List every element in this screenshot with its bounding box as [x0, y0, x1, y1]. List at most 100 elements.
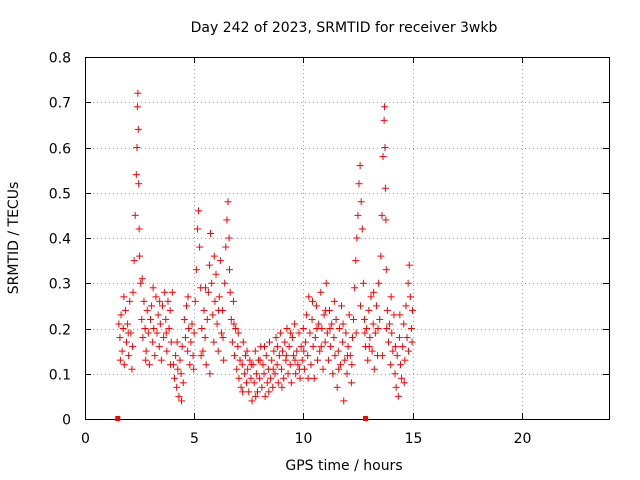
- data-point: [283, 325, 291, 332]
- data-point: [269, 365, 277, 373]
- data-point: [378, 352, 386, 360]
- data-point: [305, 293, 313, 301]
- data-point: [262, 352, 270, 360]
- data-point: [247, 374, 255, 382]
- data-point: [261, 392, 269, 400]
- data-point: [268, 356, 276, 364]
- data-point: [211, 297, 219, 305]
- data-point: [185, 325, 193, 332]
- data-point: [157, 356, 165, 364]
- data-point: [375, 279, 383, 287]
- data-point: [238, 361, 246, 369]
- data-point: [354, 211, 362, 219]
- data-point: [209, 311, 217, 319]
- x-tick-labels: 0 5 10 15 20: [81, 431, 531, 447]
- data-point: [243, 347, 251, 355]
- data-point: [348, 361, 356, 369]
- data-point: [341, 356, 349, 364]
- data-point: [121, 306, 129, 314]
- data-point: [287, 379, 295, 387]
- data-point: [280, 374, 288, 382]
- data-point: [386, 320, 394, 328]
- data-point: [359, 279, 367, 287]
- data-point: [171, 374, 179, 382]
- data-point: [303, 311, 311, 319]
- data-point: [126, 297, 134, 305]
- data-point: [360, 315, 368, 323]
- data-point: [156, 297, 164, 305]
- data-point: [184, 293, 192, 301]
- data-point: [313, 325, 321, 332]
- data-point: [402, 302, 410, 310]
- data-points: [115, 89, 416, 421]
- data-point: [259, 361, 267, 369]
- data-point: [155, 343, 163, 351]
- data-point: [370, 365, 378, 373]
- data-point: [334, 347, 342, 355]
- data-point: [292, 370, 300, 378]
- x-tick-label: 10: [295, 431, 313, 447]
- data-point: [200, 306, 208, 314]
- data-point: [201, 334, 209, 342]
- data-point: [190, 329, 198, 337]
- data-point: [357, 198, 365, 206]
- data-point: [205, 261, 213, 269]
- data-point: [212, 270, 220, 278]
- data-point: [332, 315, 340, 323]
- data-point-zero: [363, 416, 369, 421]
- data-point: [351, 284, 359, 292]
- data-point: [353, 234, 361, 242]
- data-point: [302, 338, 310, 346]
- data-point: [117, 311, 125, 319]
- data-point: [184, 347, 192, 355]
- data-point: [178, 397, 186, 405]
- data-point: [217, 329, 225, 337]
- data-point: [328, 320, 336, 328]
- data-point: [307, 361, 315, 369]
- data-point: [136, 252, 144, 260]
- data-point: [220, 356, 228, 364]
- chart-title: Day 242 of 2023, SRMTID for receiver 3wk…: [191, 20, 498, 36]
- x-tick-label: 5: [190, 431, 199, 447]
- data-point: [142, 347, 150, 355]
- y-tick-label: 0.1: [49, 368, 71, 384]
- data-point: [181, 334, 189, 342]
- data-point: [381, 103, 389, 111]
- data-point: [399, 343, 407, 351]
- data-point: [175, 392, 183, 400]
- data-point: [365, 343, 373, 351]
- data-point: [278, 383, 286, 391]
- data-point: [408, 338, 416, 346]
- data-point: [138, 275, 146, 283]
- data-point: [315, 320, 323, 328]
- data-point: [244, 365, 252, 373]
- x-axis-label: GPS time / hours: [285, 458, 402, 474]
- data-point: [291, 356, 299, 364]
- data-point: [358, 225, 366, 233]
- data-point: [134, 125, 142, 133]
- data-point: [130, 257, 138, 265]
- data-point: [274, 343, 282, 351]
- data-point: [221, 279, 229, 287]
- data-point: [241, 352, 249, 360]
- data-point: [317, 288, 325, 296]
- data-point: [178, 343, 186, 351]
- data-point: [285, 343, 293, 351]
- data-point: [116, 356, 124, 364]
- data-point: [189, 352, 197, 360]
- data-point: [363, 325, 371, 332]
- data-point: [304, 352, 312, 360]
- data-point: [269, 383, 277, 391]
- x-tick-label: 0: [81, 431, 90, 447]
- data-point: [295, 329, 303, 337]
- data-point: [407, 325, 415, 332]
- data-point: [247, 361, 255, 369]
- data-point: [228, 338, 236, 346]
- data-point: [273, 361, 281, 369]
- data-point: [160, 334, 168, 342]
- data-point: [405, 261, 413, 269]
- data-point: [394, 392, 402, 400]
- data-point: [180, 315, 188, 323]
- data-point: [382, 266, 390, 274]
